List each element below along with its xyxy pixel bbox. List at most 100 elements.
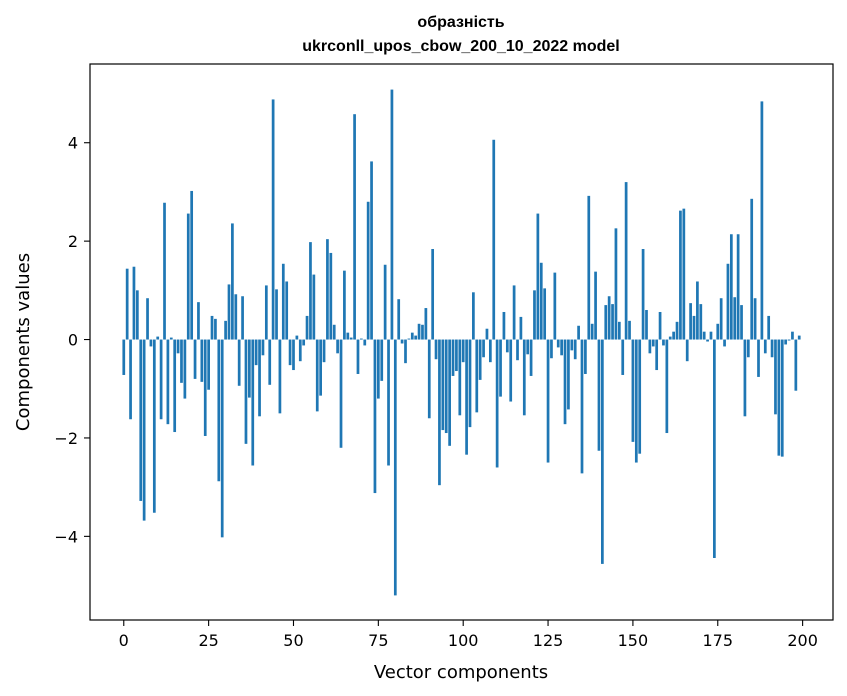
bar-83	[404, 339, 407, 364]
bar-159	[662, 339, 665, 346]
bar-84	[407, 338, 411, 340]
bar-124	[543, 288, 547, 340]
bar-137	[587, 195, 591, 340]
bar-128	[556, 339, 560, 348]
bar-48	[285, 281, 289, 340]
bar-177	[723, 339, 726, 347]
bar-191	[770, 339, 774, 358]
bar-125	[546, 339, 550, 463]
x-tick-label: 175	[702, 631, 733, 650]
bar-51	[295, 335, 299, 340]
bar-71	[363, 339, 367, 346]
bar-122	[536, 213, 540, 340]
x-tick-label: 125	[533, 631, 564, 650]
bar-147	[621, 339, 625, 375]
x-tick-label: 75	[368, 631, 388, 650]
bar-24	[203, 339, 207, 436]
bar-27	[214, 318, 217, 340]
bar-129	[560, 339, 563, 356]
x-tick-label: 100	[448, 631, 479, 650]
bar-138	[590, 323, 594, 340]
bar-62	[332, 324, 336, 340]
bar-59	[322, 339, 326, 363]
bar-19	[186, 213, 190, 340]
bar-11	[159, 339, 163, 420]
bar-32	[231, 223, 234, 340]
bar-199	[797, 335, 801, 340]
bar-13	[166, 339, 170, 425]
chart-title: образність	[417, 14, 504, 31]
bar-164	[679, 210, 682, 340]
bar-175	[716, 323, 720, 340]
bar-135	[580, 339, 584, 474]
bar-146	[617, 321, 621, 340]
bar-157	[655, 339, 659, 371]
bar-42	[264, 285, 268, 340]
bar-72	[366, 201, 370, 340]
bar-143	[607, 296, 611, 340]
bar-185	[750, 198, 754, 340]
bar-140	[597, 339, 601, 451]
x-tick-label: 0	[119, 631, 129, 650]
bar-91	[431, 249, 435, 340]
bar-184	[746, 339, 750, 358]
bar-117	[519, 316, 523, 340]
bar-97	[451, 339, 455, 376]
bar-132	[570, 339, 574, 351]
bar-57	[315, 339, 319, 412]
bar-68	[353, 114, 356, 340]
bar-88	[421, 324, 424, 340]
bar-189	[763, 339, 767, 354]
bar-74	[373, 339, 377, 494]
bar-20	[190, 190, 194, 340]
bar-63	[336, 339, 339, 354]
bar-102	[468, 339, 472, 428]
x-tick-label: 50	[283, 631, 303, 650]
bar-181	[736, 234, 740, 340]
bar-41	[261, 339, 265, 356]
bar-10	[156, 336, 160, 340]
bar-26	[210, 315, 214, 340]
bar-130	[563, 339, 567, 425]
bar-101	[465, 339, 468, 455]
bar-89	[424, 308, 428, 340]
bar-82	[400, 339, 404, 344]
bar-80	[393, 339, 397, 596]
bar-133	[573, 339, 577, 360]
bar-5	[139, 339, 143, 501]
bar-79	[390, 89, 394, 340]
bar-76	[380, 339, 384, 381]
bar-53	[302, 339, 306, 346]
bar-115	[512, 285, 516, 340]
bar-65	[343, 270, 346, 340]
bar-1	[125, 268, 129, 340]
bar-31	[227, 284, 231, 340]
bar-33	[234, 294, 238, 340]
bar-73	[370, 161, 373, 340]
bar-145	[614, 228, 618, 340]
bar-142	[604, 305, 608, 340]
bar-183	[743, 339, 747, 417]
bar-190	[767, 315, 771, 340]
bar-106	[482, 339, 485, 358]
bar-14	[169, 337, 173, 340]
y-tick-label: −2	[54, 429, 78, 448]
bars-group	[122, 89, 801, 596]
bar-158	[658, 311, 662, 340]
bar-50	[292, 339, 295, 371]
bar-69	[356, 339, 360, 374]
bar-176	[719, 298, 723, 340]
bar-64	[339, 339, 343, 448]
bar-120	[529, 339, 533, 376]
bar-55	[309, 242, 312, 340]
bar-195	[784, 339, 788, 345]
bar-34	[237, 339, 241, 386]
bar-168	[692, 315, 696, 340]
bar-43	[268, 339, 272, 385]
x-tick-label: 25	[198, 631, 218, 650]
bar-16	[176, 339, 180, 354]
bar-6	[142, 339, 146, 521]
bar-45	[275, 289, 278, 340]
bar-47	[281, 263, 285, 340]
bar-123	[539, 262, 543, 340]
